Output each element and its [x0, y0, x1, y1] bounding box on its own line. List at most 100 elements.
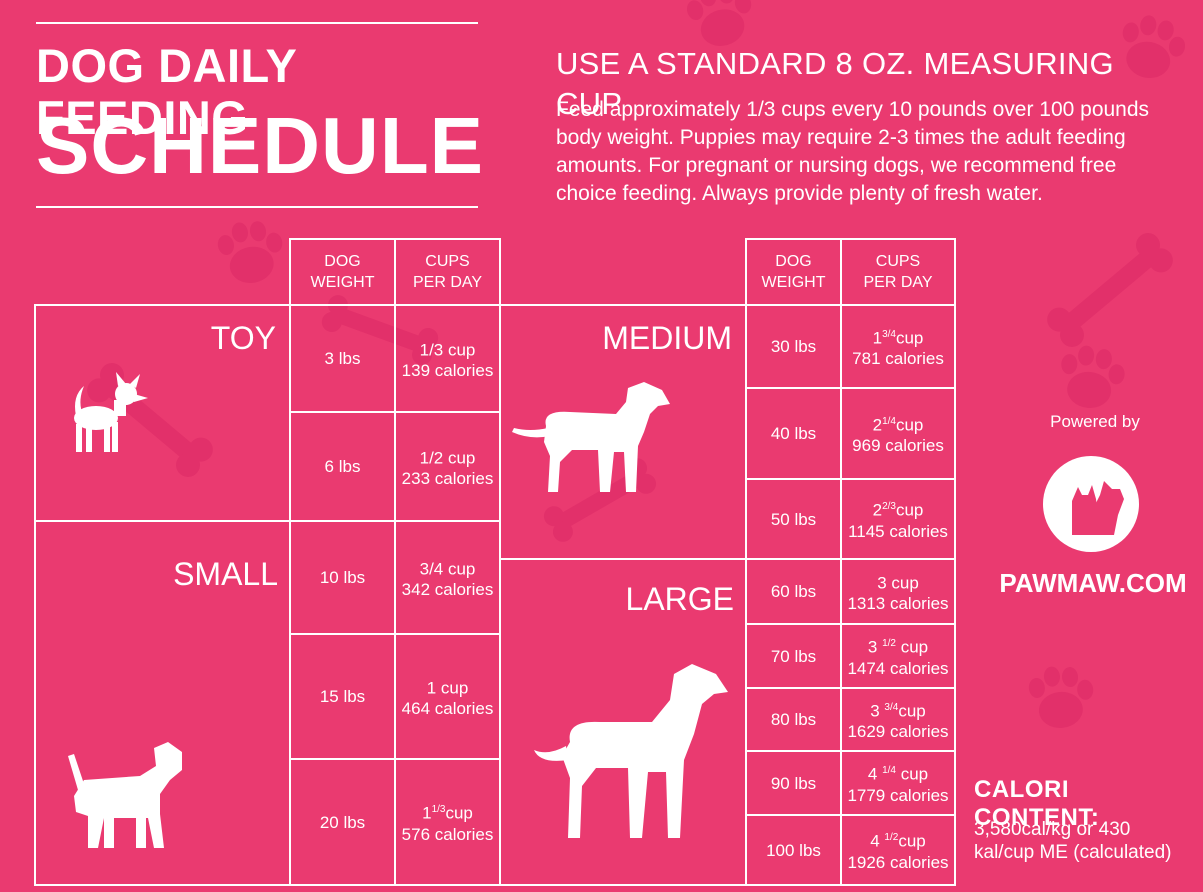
cups-amount: 4 1/2cup [870, 827, 926, 852]
grid-line [394, 238, 396, 886]
page-title-line1: DOG DAILY FEEDING [36, 39, 297, 144]
grid-line [499, 558, 956, 560]
cup-text: cup [445, 803, 473, 823]
header-text: DOG [775, 253, 812, 270]
grid-line [34, 884, 501, 886]
right-cups-cell-4: 3 1/2 cup 1474 calories [842, 625, 954, 687]
left-cups-cell-0: 1/3 cup 139 calories [396, 306, 499, 411]
calories: 576 calories [401, 824, 494, 844]
left-cups-cell-3: 1 cup 464 calories [396, 635, 499, 758]
cup-text: cup [895, 328, 924, 348]
left-weight-cell-4: 20 lbs [319, 812, 366, 832]
calorie-content-text: 3,580cal/kg or 430 kal/cup ME (calculate… [974, 818, 1200, 864]
medium-dog-icon [512, 382, 670, 492]
pawmaw-logo-icon[interactable] [1042, 455, 1140, 553]
cup-text: 1/3 cup [419, 340, 476, 360]
grid-line [289, 238, 501, 240]
feeding-instructions: Feed approximately 1/3 cups every 10 pou… [556, 98, 1150, 205]
cup-whole: 4 [867, 764, 883, 784]
calories: 1779 calories [847, 785, 949, 805]
cup-fraction: 1/4 [882, 415, 896, 427]
category-small-label: SMALL [173, 556, 278, 592]
calories: 1313 calories [847, 594, 949, 614]
cup-fraction: 1/3 [431, 804, 446, 816]
calories: 969 calories [852, 436, 944, 456]
title-rule-bottom [36, 206, 478, 208]
category-large-label: LARGE [625, 581, 734, 617]
category-toy-label: TOY [210, 320, 276, 356]
toy-dog-icon [74, 372, 148, 452]
site-link[interactable]: PAWMAW.COM [999, 568, 1187, 598]
left-weight-cell-0: 3 lbs [324, 349, 361, 368]
cup-text: 1 cup [426, 678, 469, 698]
cup-text: cup [898, 831, 926, 851]
cup-text: 1/2 cup [419, 448, 476, 468]
calorie-line: 3,580cal/kg or 430 [974, 819, 1131, 840]
cup-text: 3 cup [877, 573, 919, 593]
page-title-line2: SCHEDULE [36, 101, 485, 190]
grid-line [954, 238, 956, 886]
header-text: WEIGHT [310, 274, 375, 291]
header-text: PER DAY [412, 274, 483, 291]
right-weight-cell-2: 50 lbs [770, 509, 817, 529]
cup-text: cup [895, 500, 924, 520]
right-cups-cell-5: 3 3/4cup 1629 calories [842, 689, 954, 750]
grid-line [745, 387, 956, 389]
cup-text: cup [895, 415, 924, 435]
cup-whole: 1 [422, 803, 432, 823]
left-weight-cell-1: 6 lbs [324, 457, 361, 476]
measuring-cup-heading: USE A STANDARD 8 OZ. MEASURING CUP [556, 46, 1114, 121]
grid-line [289, 633, 501, 635]
grid-line [499, 884, 956, 886]
right-weight-cell-3: 60 lbs [770, 582, 817, 601]
grid-line [34, 304, 36, 886]
left-cups-cell-1: 1/2 cup 233 calories [396, 413, 499, 520]
calorie-content-heading: CALORI CONTENT: [974, 776, 1100, 831]
calories: 1474 calories [847, 658, 949, 678]
grid-line [745, 238, 747, 886]
right-cups-cell-0: 13/4cup 781 calories [842, 306, 954, 387]
grid-line [745, 814, 956, 816]
header-text: PER DAY [863, 274, 933, 291]
calories: 139 calories [401, 361, 494, 381]
cups-amount: 13/4cup [873, 324, 924, 349]
header-text: DOG [324, 253, 361, 270]
cups-amount: 3 cup [877, 569, 919, 594]
cup-whole: 3 [867, 637, 883, 657]
cup-fraction: 1/4 [882, 765, 896, 777]
right-cups-cell-3: 3 cup 1313 calories [842, 560, 954, 623]
cup-whole: 3 [870, 701, 885, 721]
cup-fraction: 3/4 [882, 328, 896, 340]
cup-text: cup [895, 764, 929, 784]
grid-line [745, 623, 956, 625]
calories: 1926 calories [847, 852, 949, 872]
cup-fraction: 1/2 [882, 638, 896, 650]
cup-whole: 1 [872, 328, 883, 348]
cup-whole: 2 [872, 415, 883, 435]
cup-text: cup [898, 701, 926, 721]
calories: 1629 calories [847, 722, 949, 742]
left-cups-cell-4: 11/3cup 576 calories [396, 760, 499, 884]
calories: 233 calories [401, 469, 494, 489]
grid-line [745, 750, 956, 752]
grid-line [745, 304, 956, 306]
left-weight-cell-3: 15 lbs [319, 687, 366, 706]
cup-whole: 2 [872, 500, 883, 520]
grid-line [745, 478, 956, 480]
cups-amount: 1/3 cup [420, 336, 476, 361]
grid-line [840, 238, 842, 886]
small-dog-icon [68, 742, 182, 848]
right-weight-cell-0: 30 lbs [770, 337, 817, 356]
right-weight-cell-1: 40 lbs [770, 424, 817, 443]
grid-line [289, 411, 501, 413]
left-header-cups-per-day: CUPS PER DAY [396, 240, 499, 304]
cups-amount: 1 cup [427, 674, 469, 699]
left-cups-cell-2: 3/4 cup 342 calories [396, 522, 499, 633]
header-text: CUPS [425, 253, 470, 270]
right-header-cups-per-day: CUPS PER DAY [842, 240, 954, 304]
calorie-line: kal/cup ME (calculated) [974, 842, 1172, 863]
grid-line [34, 520, 501, 522]
cup-fraction: 2/3 [882, 501, 896, 513]
grid-line [745, 687, 956, 689]
large-dog-icon [534, 664, 728, 838]
